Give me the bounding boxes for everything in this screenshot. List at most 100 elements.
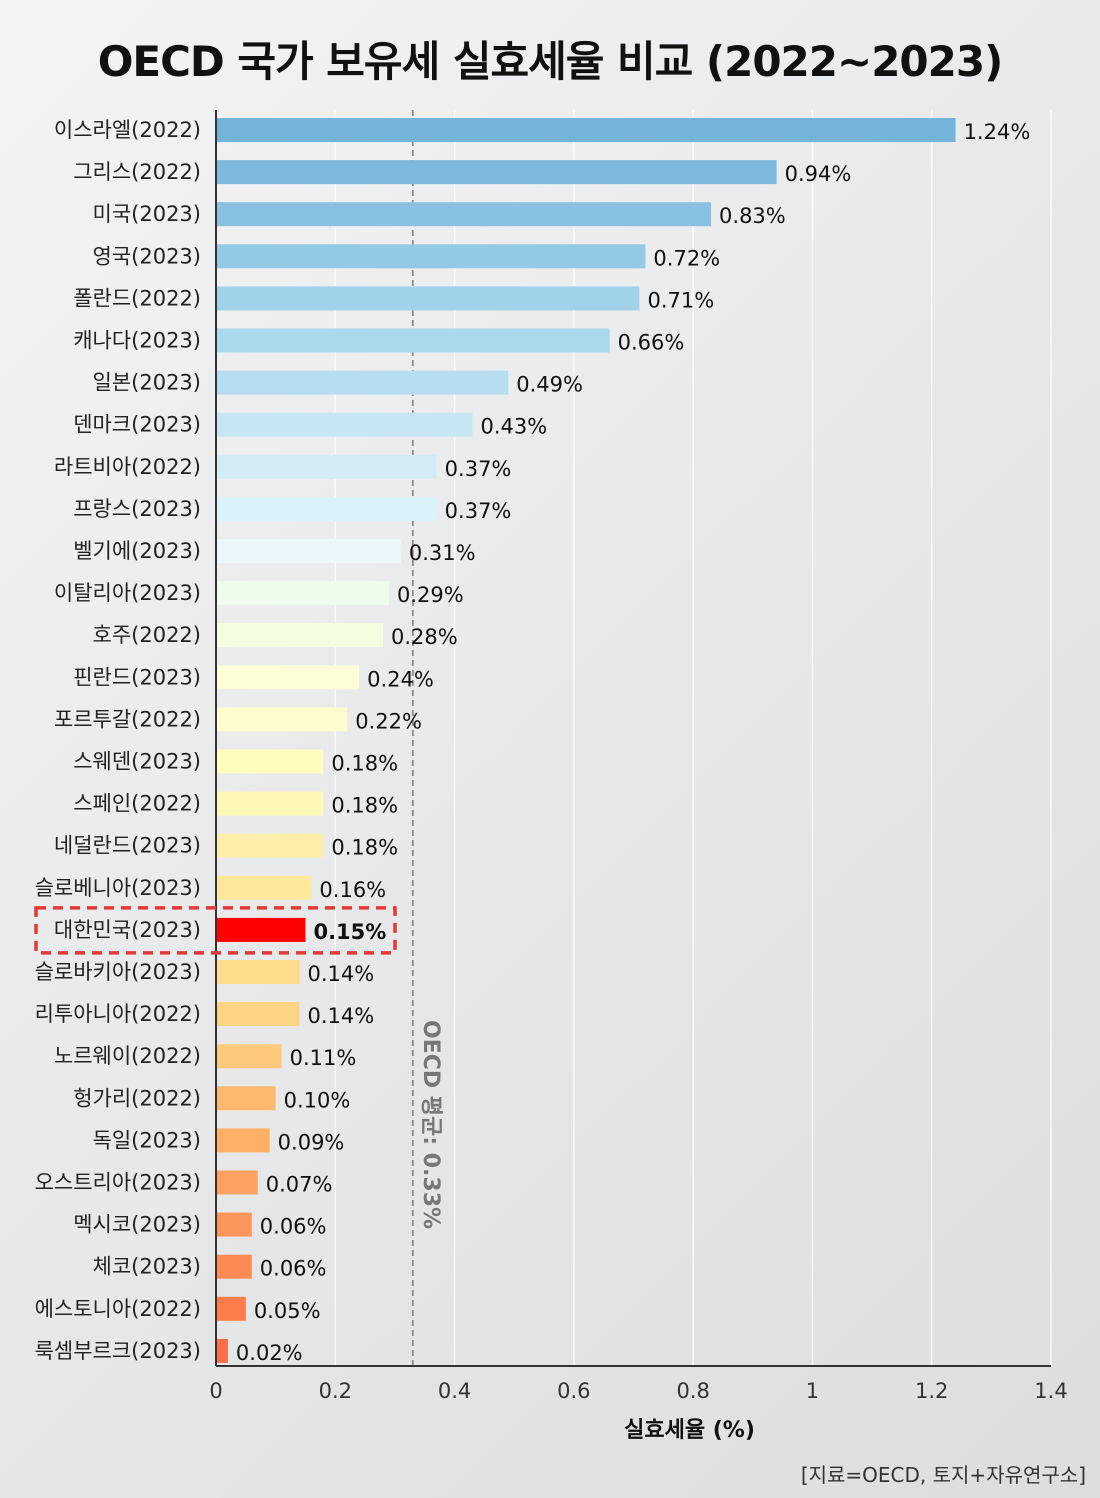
value-label: 0.14% [308,1004,375,1028]
category-label: 핀란드(2023) [73,665,201,689]
x-tick-label: 0.8 [676,1379,709,1403]
value-label: 0.10% [284,1088,351,1112]
value-label: 0.71% [647,288,714,312]
bar [216,160,777,185]
category-label: 덴마크(2023) [73,413,201,437]
value-label: 1.24% [964,120,1031,144]
gridlines [334,110,1052,1366]
axes [215,110,1051,1367]
x-tick-label: 1.2 [915,1379,948,1403]
category-label: 슬로바키아(2023) [35,960,201,984]
bar [216,665,360,690]
value-label: 0.49% [516,373,583,397]
bar [216,1044,282,1069]
bar [216,960,300,984]
category-label: 그리스(2022) [73,160,201,184]
bar [216,539,401,563]
category-label: 네덜란드(2023) [54,834,201,858]
category-label: 호주(2022) [93,623,201,647]
x-tick-label: 1 [806,1379,819,1403]
bar [216,370,509,395]
value-label: 0.28% [391,625,458,649]
value-label: 0.09% [278,1130,345,1154]
value-label: 0.94% [785,162,852,186]
x-tick-label: 0 [209,1379,222,1403]
bar [216,749,324,774]
bar [216,875,312,900]
chart-title: OECD 국가 보유세 실효세율 비교 (2022~2023) [97,37,1004,86]
value-label: 0.22% [355,709,422,733]
category-label: 영국(2023) [93,244,201,268]
bar [216,1212,252,1237]
category-label: 체코(2023) [93,1255,201,1279]
value-label: 0.18% [331,836,398,860]
value-label: 0.37% [445,499,512,523]
source-note: [지료=OECD, 토지+자유연구소] [800,1463,1086,1487]
category-label: 오스트리아(2023) [35,1171,201,1195]
value-label: 0.43% [480,415,547,439]
value-label: 0.02% [236,1341,303,1365]
bar [216,412,473,437]
highlight-box [34,906,397,955]
category-label: 대한민국(2023) [54,918,201,942]
bar [216,1254,252,1279]
bars [216,118,956,1363]
value-label: 0.18% [331,794,398,818]
bar [216,202,712,227]
category-label: 이스라엘(2022) [54,118,201,142]
value-label: 0.66% [618,331,685,355]
labels: 이스라엘(2022) 1.24% 그리스(2022) 0.94% 미국(2023) 0.8… [34,118,1068,1443]
average-label: OECD 평균: 0.33% [418,1020,443,1229]
bar [216,1296,246,1321]
bar [216,707,348,732]
category-label: 슬로베니아(2023) [35,876,201,900]
category-label: 일본(2023) [93,371,201,395]
bar [216,454,437,479]
category-label: 에스토니아(2022) [35,1297,201,1321]
bar [216,1338,228,1363]
bar [216,791,324,816]
value-label: 0.31% [409,541,476,565]
value-label: 0.06% [260,1215,327,1239]
value-label: 0.14% [308,962,375,986]
bar [216,623,383,648]
bar [216,833,324,858]
value-label: 0.24% [367,667,434,691]
category-label: 헝가리(2022) [73,1086,201,1110]
x-tick-label: 1.4 [1034,1379,1067,1403]
bar [216,118,956,142]
value-label: 0.15% [313,920,386,944]
category-label: 이탈리아(2023) [54,581,201,605]
bar [216,496,437,521]
bar [216,917,306,942]
category-label: 스페인(2022) [73,792,201,816]
value-label: 0.06% [260,1257,327,1281]
category-label: 멕시코(2023) [73,1213,201,1237]
category-label: 프랑스(2023) [73,497,201,521]
category-label: 리투아니아(2022) [35,1002,201,1026]
value-label: 0.37% [445,457,512,481]
value-label: 0.72% [653,246,720,270]
bar [216,1128,270,1153]
bar [216,328,610,353]
category-label: 노르웨이(2022) [54,1044,201,1068]
bar [216,1002,300,1027]
x-tick-label: 0.6 [557,1379,590,1403]
value-label: 0.07% [266,1173,333,1197]
value-label: 0.11% [290,1046,357,1070]
bar [216,581,389,606]
x-tick-label: 0.4 [438,1379,471,1403]
category-label: 스웨덴(2023) [73,750,201,774]
bar [216,286,640,311]
bar [216,244,646,269]
value-label: 0.16% [319,878,386,902]
x-axis-title: 실효세율 (%) [624,1418,755,1443]
value-label: 0.29% [397,583,464,607]
category-label: 폴란드(2022) [73,286,201,310]
value-label: 0.83% [719,204,786,228]
x-tick-label: 0.2 [319,1379,352,1403]
category-label: 캐나다(2023) [73,329,201,353]
value-label: 0.18% [331,752,398,776]
category-label: 미국(2023) [93,202,201,226]
